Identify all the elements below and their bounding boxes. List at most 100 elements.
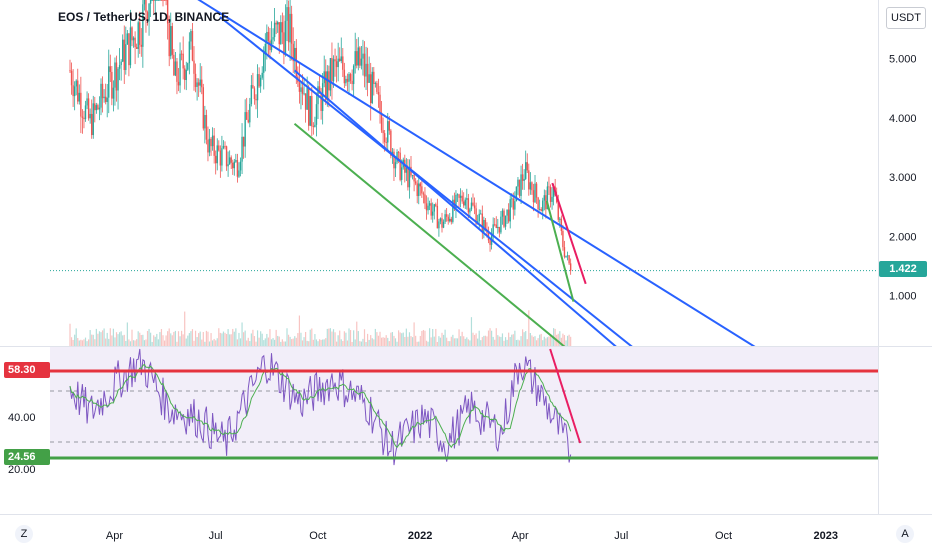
trendline-1 xyxy=(197,0,756,346)
candle-body xyxy=(112,87,115,99)
candle-body xyxy=(115,62,118,91)
candle-body xyxy=(210,138,212,147)
volume-bar xyxy=(171,335,173,346)
volume-bar xyxy=(179,336,181,346)
candle-body xyxy=(414,181,417,184)
candle-body xyxy=(108,66,110,98)
volume-bar xyxy=(351,341,353,346)
candle-body xyxy=(109,66,112,72)
volume-bar xyxy=(250,333,252,346)
volume-bar xyxy=(300,332,302,346)
candle-body xyxy=(396,151,398,163)
volume-bar xyxy=(168,328,170,346)
volume-bar xyxy=(469,340,471,346)
candle-body xyxy=(176,61,178,82)
volume-bar xyxy=(194,330,197,346)
candle-body xyxy=(456,194,459,196)
candle-body xyxy=(114,62,116,88)
candle-body xyxy=(397,151,400,153)
volume-bar xyxy=(328,328,330,346)
candle-body xyxy=(481,213,484,232)
volume-bar xyxy=(140,335,142,346)
volume-bar xyxy=(74,334,76,346)
volume-bar xyxy=(270,339,273,346)
candle-body xyxy=(345,78,347,84)
price-axis-label: 1.000 xyxy=(889,291,917,303)
candle-body xyxy=(225,146,228,167)
volume-bar xyxy=(224,332,226,346)
candle-body xyxy=(139,22,141,45)
volume-bar xyxy=(337,335,339,346)
volume-bar xyxy=(112,328,115,346)
volume-bar xyxy=(252,329,254,346)
candle-body xyxy=(140,44,143,47)
volume-bar xyxy=(407,336,409,346)
volume-bar xyxy=(449,341,451,346)
candle-body xyxy=(193,60,195,74)
volume-bar xyxy=(106,332,108,346)
candle-body xyxy=(278,22,280,45)
volume-bar xyxy=(322,339,324,346)
volume-bar xyxy=(126,322,128,346)
volume-bar xyxy=(540,333,542,346)
volume-bar xyxy=(514,330,516,346)
volume-bar xyxy=(182,334,184,346)
volume-bar xyxy=(323,339,325,346)
volume-bar xyxy=(294,336,296,346)
volume-bar xyxy=(346,340,349,346)
candle-body xyxy=(362,53,364,59)
candle-body xyxy=(421,186,423,194)
volume-bar xyxy=(139,332,141,346)
volume-bar xyxy=(534,336,536,346)
volume-bar xyxy=(145,339,147,346)
volume-bar xyxy=(509,337,511,346)
volume-bar xyxy=(354,339,356,346)
candle-body xyxy=(135,47,138,49)
volume-bar xyxy=(365,341,367,346)
candle-body xyxy=(216,145,218,164)
candle-body xyxy=(238,170,240,177)
candle-body xyxy=(374,83,377,84)
volume-bar xyxy=(212,340,214,346)
volume-bar xyxy=(286,328,288,346)
volume-bar xyxy=(284,341,287,346)
volume-bar xyxy=(523,332,525,346)
volume-bar xyxy=(543,336,545,346)
candle-body xyxy=(72,85,74,97)
candle-body xyxy=(340,56,342,62)
candle-body xyxy=(170,26,172,57)
candle-body xyxy=(507,209,510,222)
volume-bar xyxy=(371,338,373,346)
volume-bar xyxy=(535,340,538,346)
currency-button[interactable]: USDT xyxy=(886,7,926,29)
candle-body xyxy=(365,63,367,77)
volume-bar xyxy=(436,341,438,346)
candle-body xyxy=(511,198,513,200)
candle-body xyxy=(321,83,324,111)
candle-body xyxy=(517,179,519,187)
volume-bar xyxy=(480,340,482,346)
volume-bar xyxy=(89,330,91,346)
candle-body xyxy=(219,150,222,166)
volume-bar xyxy=(551,337,553,346)
candle-body xyxy=(373,71,375,84)
volume-bar xyxy=(317,341,319,346)
volume-bar xyxy=(430,337,432,346)
auto-scale-button[interactable]: A xyxy=(896,525,914,543)
volume-bar xyxy=(456,338,459,346)
volume-bar xyxy=(503,340,505,346)
candle-body xyxy=(75,80,77,87)
volume-bar xyxy=(75,328,77,346)
volume-bar xyxy=(559,331,561,346)
zoom-button[interactable]: Z xyxy=(15,525,33,543)
time-axis-label: Oct xyxy=(715,530,732,542)
volume-bar xyxy=(464,338,466,346)
candle-body xyxy=(459,195,462,198)
volume-bar xyxy=(100,332,102,346)
candle-body xyxy=(349,74,352,81)
volume-bar xyxy=(80,339,82,346)
volume-bar xyxy=(473,334,476,346)
volume-bar xyxy=(267,337,270,346)
